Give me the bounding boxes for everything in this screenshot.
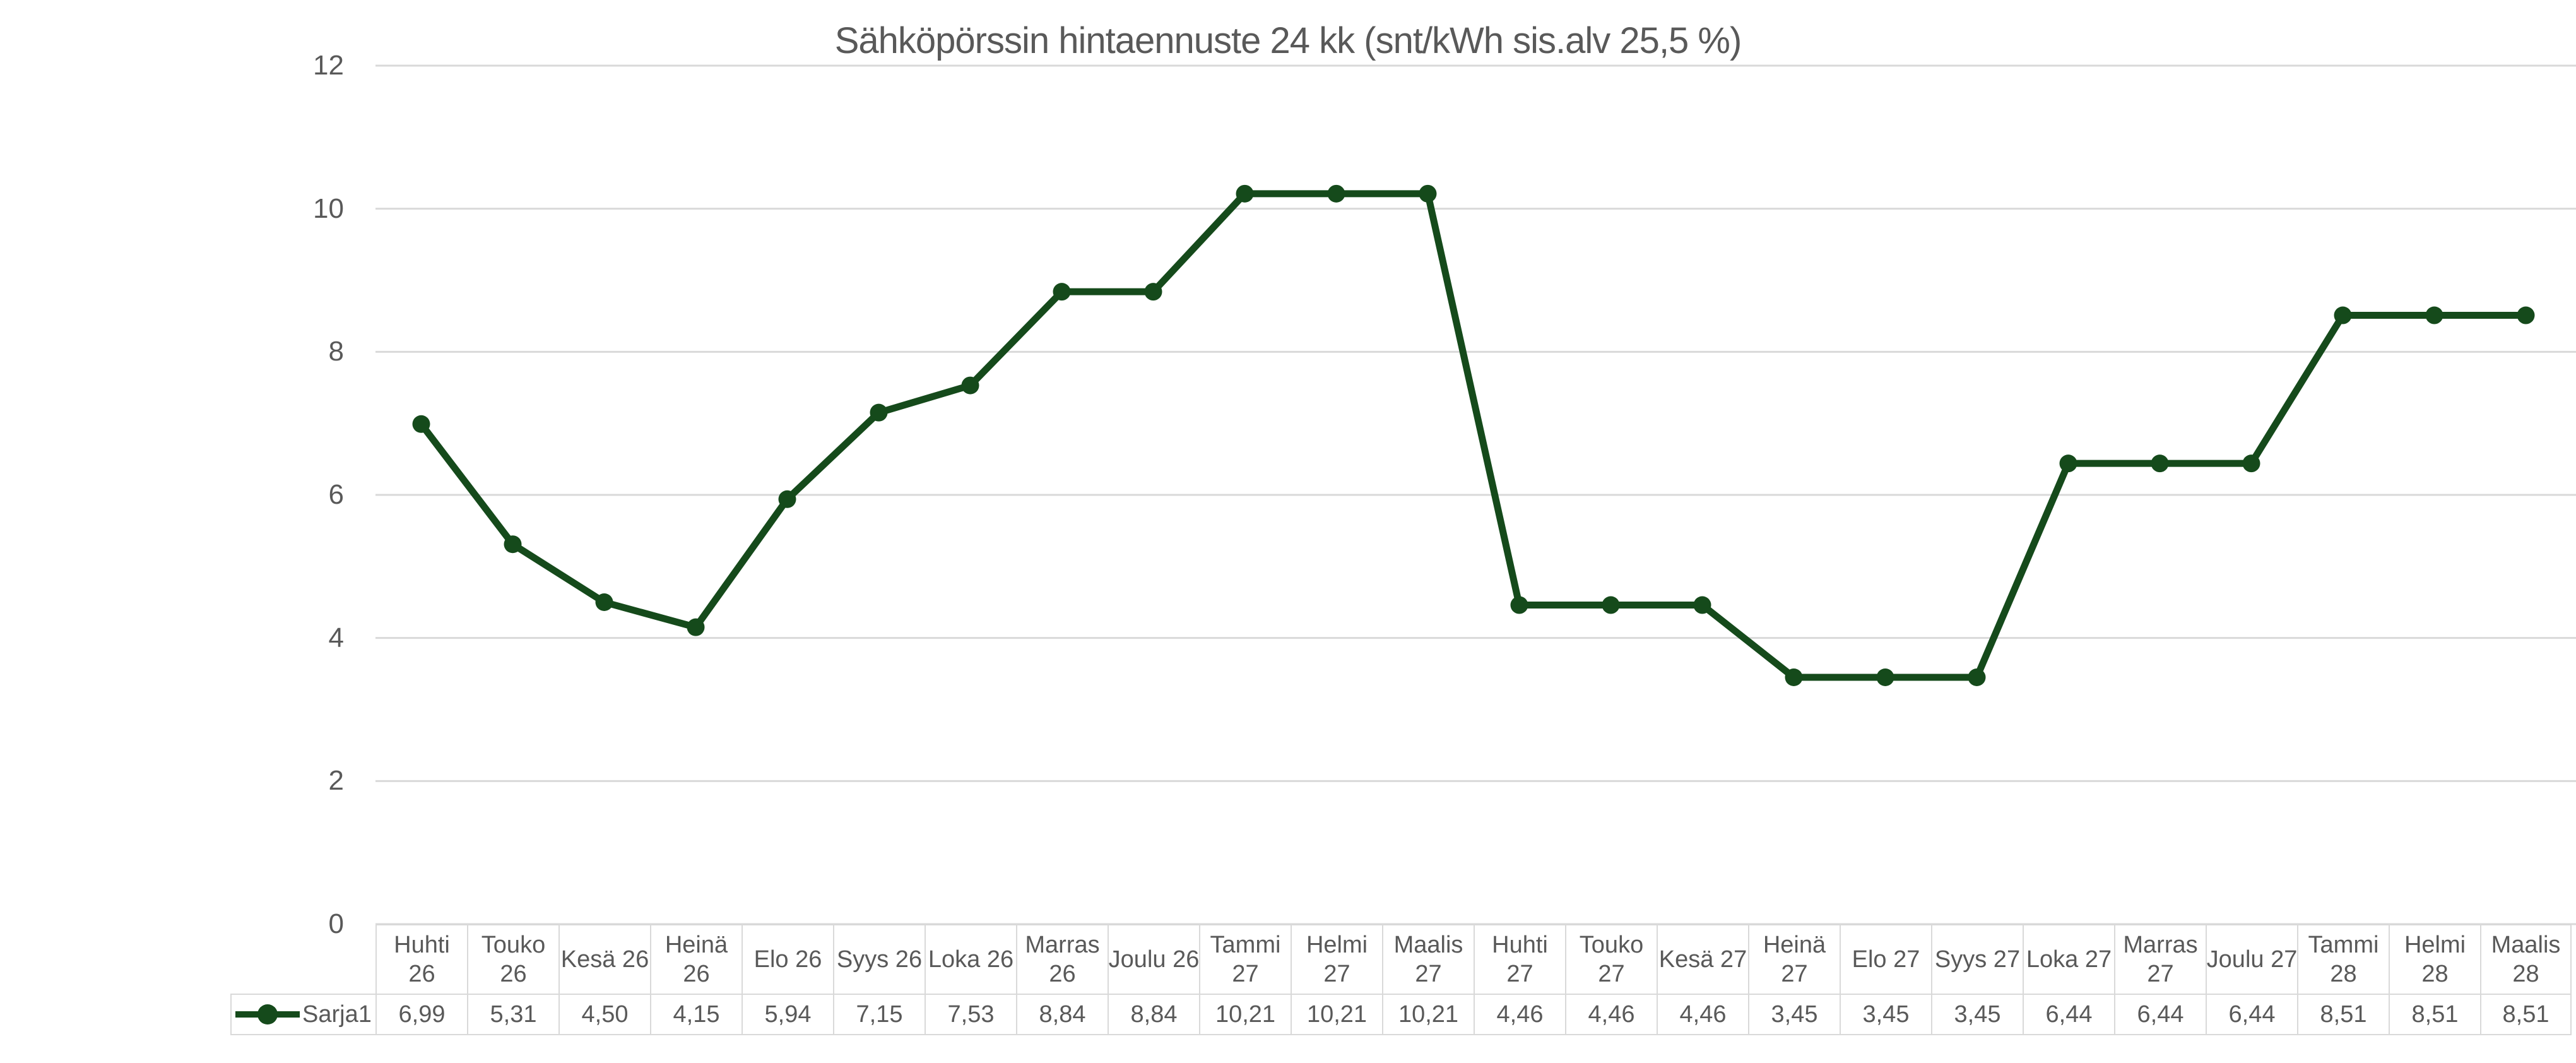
category-header-cell: Elo 27 — [1840, 924, 1931, 994]
data-point-marker — [870, 403, 888, 422]
value-cell: 3,45 — [1931, 994, 2023, 1035]
value-cell: 6,99 — [375, 994, 467, 1035]
data-point-marker — [1602, 596, 1620, 614]
category-header-cell: Touko 26 — [467, 924, 558, 994]
y-axis-tick-label: 4 — [328, 622, 344, 653]
data-point-marker — [2059, 454, 2077, 473]
value-cell: 8,84 — [1016, 994, 1108, 1035]
data-point-marker — [1236, 184, 1254, 203]
data-point-marker — [687, 618, 705, 636]
data-point-marker — [1144, 283, 1162, 301]
data-point-marker — [1510, 596, 1528, 614]
chart-title: Sähköpörssin hintaennuste 24 kk (snt/kWh… — [834, 20, 1742, 61]
value-cell: 8,51 — [2297, 994, 2389, 1035]
category-header-cell: Marras 27 — [2114, 924, 2206, 994]
value-cell: 8,51 — [2389, 994, 2480, 1035]
category-header-cell: Kesä 26 — [558, 924, 650, 994]
data-point-marker — [2151, 454, 2169, 473]
value-cell: 4,46 — [1657, 994, 1748, 1035]
data-point-marker — [961, 376, 979, 395]
category-header-cell: Syys 27 — [1931, 924, 2023, 994]
category-header-cell: Tammi 27 — [1199, 924, 1291, 994]
y-axis-tick-label: 12 — [313, 50, 344, 81]
category-header-cell: Elo 26 — [741, 924, 833, 994]
value-cell: 8,84 — [1108, 994, 1199, 1035]
series-line — [418, 190, 2529, 681]
data-point-marker — [1968, 668, 1986, 686]
category-header-cell: Joulu 26 — [1108, 924, 1199, 994]
category-header-cell: Maalis 28 — [2480, 924, 2572, 994]
category-header-cell: Huhti 26 — [375, 924, 467, 994]
value-cell: 5,94 — [741, 994, 833, 1035]
category-header-cell: Heinä 27 — [1748, 924, 1840, 994]
category-header-cell: Maalis 27 — [1382, 924, 1474, 994]
value-cell: 7,15 — [833, 994, 925, 1035]
data-point-marker — [2517, 306, 2535, 324]
category-header-cell: Loka 26 — [925, 924, 1016, 994]
category-header-cell: Tammi 28 — [2297, 924, 2389, 994]
value-cell: 6,44 — [2206, 994, 2297, 1035]
category-header-cell: Helmi 27 — [1291, 924, 1382, 994]
category-header-cell: Huhti 27 — [1474, 924, 1565, 994]
category-header-cell: Loka 27 — [2023, 924, 2114, 994]
data-point-marker — [2425, 306, 2443, 324]
value-cell: 10,21 — [1291, 994, 1382, 1035]
value-cell: 8,51 — [2480, 994, 2572, 1035]
value-cell: 10,21 — [1382, 994, 1474, 1035]
category-header-cell: Marras 26 — [1016, 924, 1108, 994]
value-cell: 7,53 — [925, 994, 1016, 1035]
y-axis-tick-label: 0 — [328, 908, 344, 939]
data-point-marker — [1327, 184, 1345, 203]
legend-series-label: Sarja1 — [302, 1001, 372, 1028]
category-header-cell: Heinä 26 — [650, 924, 741, 994]
data-point-marker — [1876, 668, 1894, 686]
y-axis-tick-label: 8 — [328, 336, 344, 367]
category-header-cell: Helmi 28 — [2389, 924, 2480, 994]
value-cell: 10,21 — [1199, 994, 1291, 1035]
y-axis-tick-label: 10 — [313, 193, 344, 224]
category-header-cell: Kesä 27 — [1657, 924, 1748, 994]
value-cell: 4,46 — [1474, 994, 1565, 1035]
data-point-marker — [1419, 184, 1437, 203]
value-cell: 4,46 — [1565, 994, 1657, 1035]
value-cell: 6,44 — [2114, 994, 2206, 1035]
value-cell: 5,31 — [467, 994, 558, 1035]
data-point-marker — [412, 415, 430, 433]
data-point-marker — [2242, 454, 2260, 473]
legend-cell: Sarja1 — [230, 994, 375, 1035]
y-axis-tick-label: 6 — [328, 479, 344, 510]
data-point-marker — [595, 593, 613, 611]
y-axis-tick-label: 2 — [328, 765, 344, 797]
value-cell: 3,45 — [1840, 994, 1931, 1035]
value-cell: 6,44 — [2023, 994, 2114, 1035]
category-header-cell: Touko 27 — [1565, 924, 1657, 994]
legend-key-icon — [235, 1004, 300, 1024]
data-point-marker — [1053, 283, 1071, 301]
data-point-marker — [2334, 306, 2352, 324]
value-cell: 4,15 — [650, 994, 741, 1035]
category-header-cell: Syys 26 — [833, 924, 925, 994]
value-cell: 3,45 — [1748, 994, 1840, 1035]
data-point-marker — [1693, 596, 1711, 614]
category-header-cell: Joulu 27 — [2206, 924, 2297, 994]
data-point-marker — [778, 490, 796, 508]
value-cell: 4,50 — [558, 994, 650, 1035]
data-point-marker — [1785, 668, 1803, 686]
data-point-marker — [504, 535, 522, 554]
